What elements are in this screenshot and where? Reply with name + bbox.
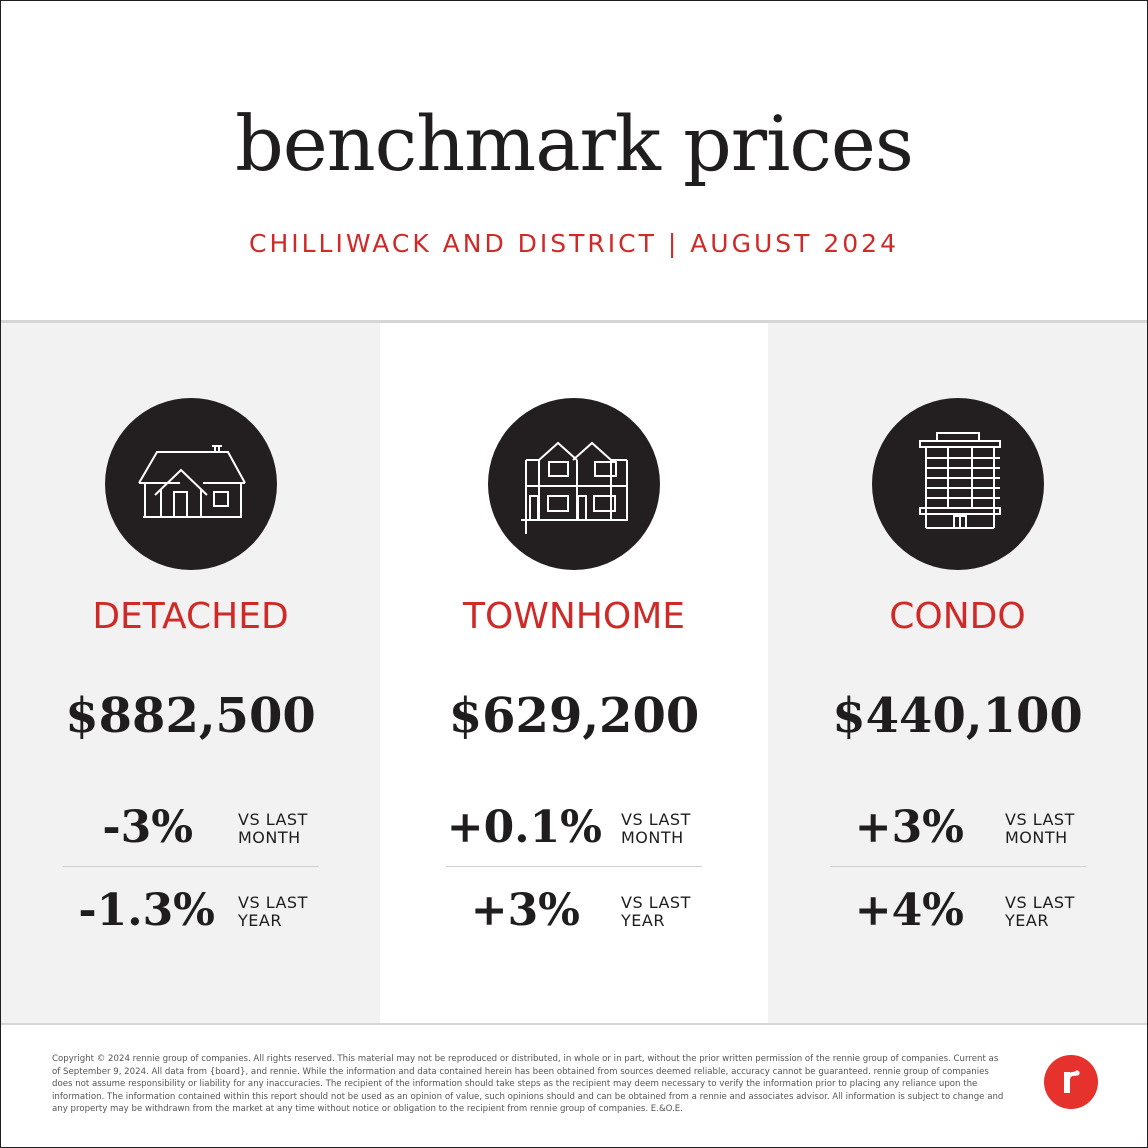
page-title: benchmark prices [235, 99, 914, 188]
year-change-value: +3% [470, 885, 580, 936]
month-change-label: VS LAST MONTH [238, 810, 308, 847]
month-change-value: -3% [102, 802, 193, 853]
panel-townhome: TOWNHOME $629,200 +0.1% VS LAST MONTH +3… [380, 323, 768, 1023]
benchmark-price: $882,500 [65, 688, 316, 744]
stat-divider [830, 866, 1086, 867]
house-icon [105, 398, 277, 570]
year-change: +4% [808, 881, 982, 941]
benchmark-price: $440,100 [832, 688, 1083, 744]
stat-divider [63, 866, 319, 867]
property-type-label: CONDO [889, 596, 1026, 637]
page-subtitle: CHILLIWACK AND DISTRICT | AUGUST 2024 [248, 229, 899, 258]
month-change: +0.1% [420, 798, 602, 858]
footer-disclaimer: Copyright © 2024 rennie group of compani… [52, 1054, 1004, 1115]
condo-building-icon [872, 398, 1044, 570]
year-change-label: VS LAST YEAR [238, 893, 308, 930]
benchmark-price: $629,200 [448, 688, 700, 744]
year-change-value: -1.3% [78, 885, 215, 936]
property-type-label: DETACHED [92, 596, 289, 637]
month-change: -3% [41, 798, 215, 858]
month-change-label: VS LAST MONTH [621, 810, 691, 847]
month-change-value: +3% [854, 802, 964, 853]
year-change: +3% [420, 881, 602, 941]
rennie-logo-icon [1044, 1055, 1098, 1109]
year-change: -1.3% [41, 881, 215, 941]
panel-detached: DETACHED $882,500 -3% VS LAST MONTH -1.3… [1, 323, 380, 1023]
year-change-value: +4% [854, 885, 964, 936]
property-type-label: TOWNHOME [462, 596, 686, 637]
year-change-label: VS LAST YEAR [621, 893, 691, 930]
month-change: +3% [808, 798, 982, 858]
header-divider [1, 320, 1147, 323]
header: benchmark prices CHILLIWACK AND DISTRICT… [1, 1, 1147, 321]
townhouse-icon [488, 398, 660, 570]
footer-divider [1, 1023, 1147, 1025]
year-change-label: VS LAST YEAR [1005, 893, 1075, 930]
month-change-label: VS LAST MONTH [1005, 810, 1075, 847]
panel-condo: CONDO $440,100 +3% VS LAST MONTH +4% VS … [768, 323, 1147, 1023]
category-panels: DETACHED $882,500 -3% VS LAST MONTH -1.3… [1, 323, 1147, 1023]
stat-divider [446, 866, 702, 867]
month-change-value: +0.1% [446, 802, 602, 853]
